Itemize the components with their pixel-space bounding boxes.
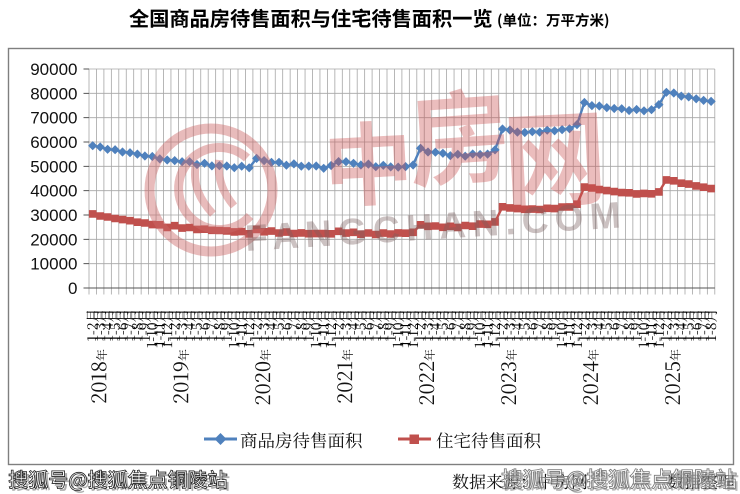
svg-text:40000: 40000 <box>30 182 77 201</box>
svg-text:80000: 80000 <box>30 84 77 103</box>
svg-text:60000: 60000 <box>30 133 77 152</box>
svg-text:50000: 50000 <box>30 157 77 176</box>
svg-text:30000: 30000 <box>30 206 77 225</box>
svg-text:10000: 10000 <box>30 255 77 274</box>
svg-text:20000: 20000 <box>30 230 77 249</box>
svg-text:70000: 70000 <box>30 109 77 128</box>
svg-text:90000: 90000 <box>30 60 77 79</box>
svg-text:0: 0 <box>68 279 77 298</box>
